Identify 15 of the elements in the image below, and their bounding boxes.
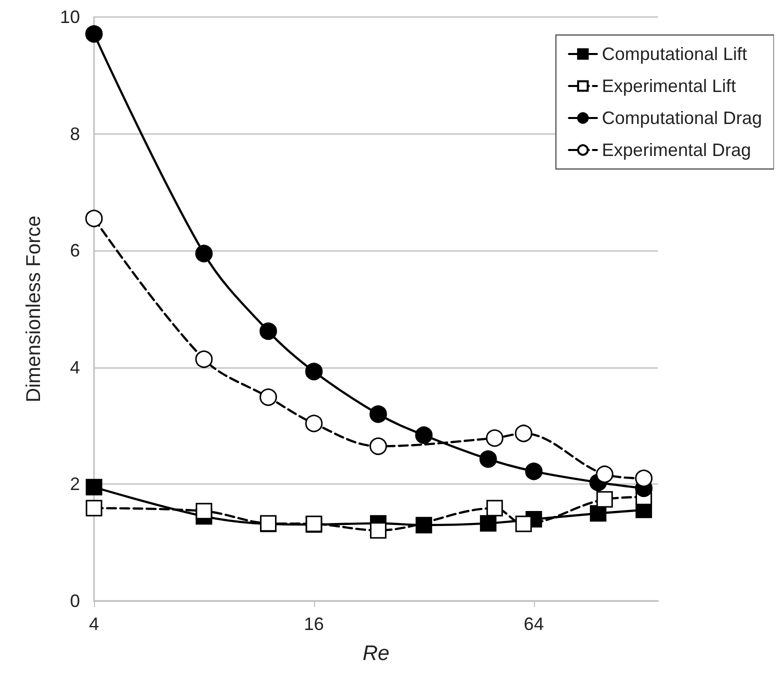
legend-label: Computational Lift	[602, 44, 748, 64]
legend-label: Experimental Drag	[602, 140, 751, 160]
x-axis-title: Re	[362, 642, 390, 665]
y-tick-label: 4	[70, 357, 80, 378]
y-tick-label: 2	[70, 474, 80, 494]
y-tick-label: 0	[70, 591, 80, 611]
legend-label: Computational Drag	[602, 108, 762, 128]
y-tick-label: 10	[60, 7, 80, 27]
y-tick-label: 8	[70, 124, 80, 144]
x-tick-label: 16	[304, 614, 324, 634]
y-axis-title: Dimensionless Force	[23, 216, 45, 402]
x-tick-label: 4	[88, 614, 100, 634]
y-tick-label: 6	[70, 240, 80, 261]
legend-label: Experimental Lift	[602, 76, 736, 96]
x-tick-label: 64	[524, 614, 544, 634]
